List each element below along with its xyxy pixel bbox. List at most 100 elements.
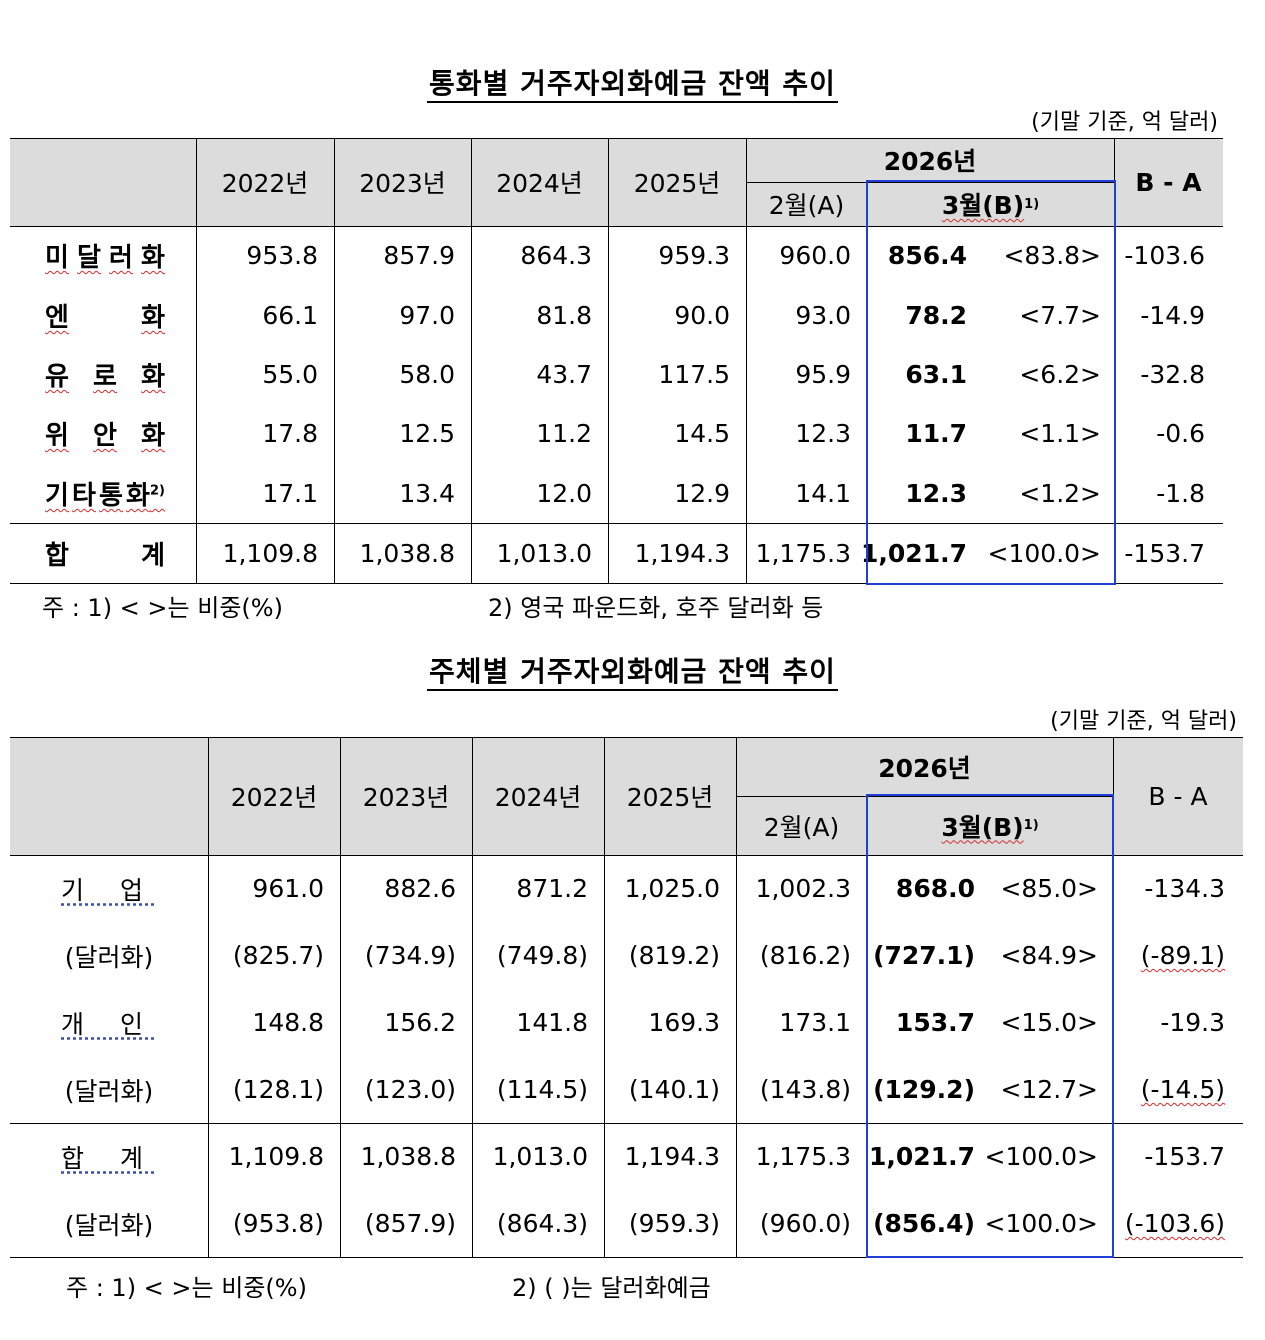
column-rule bbox=[196, 138, 197, 583]
diff-cell: -134.3 bbox=[1113, 855, 1225, 922]
mar-value-cell: 868.0 bbox=[895, 874, 975, 903]
value-cell: 1,038.8 bbox=[359, 538, 455, 568]
table-rule bbox=[10, 737, 1243, 738]
column-rule bbox=[608, 138, 609, 583]
value-cell: 17.1 bbox=[262, 479, 318, 508]
value-cell: 12.9 bbox=[674, 479, 730, 508]
diff-cell: (-14.5) bbox=[1113, 1056, 1225, 1123]
column-rule bbox=[340, 737, 341, 1257]
table-rule bbox=[10, 138, 1223, 139]
row-label-char: 통 bbox=[99, 481, 123, 511]
column-rule bbox=[746, 138, 747, 583]
note-1: 주 : 1) < >는 비중(%) bbox=[42, 594, 283, 622]
share-cell: <7.7> bbox=[1019, 301, 1101, 330]
value-cell: (140.1) bbox=[628, 1075, 720, 1104]
value-cell: 1,013.0 bbox=[496, 538, 592, 568]
row-label-char: 타 bbox=[72, 481, 96, 511]
value-cell: (864.3) bbox=[496, 1209, 588, 1238]
share-cell: <100.0> bbox=[984, 1209, 1098, 1238]
row-label-char: 미 bbox=[45, 243, 69, 273]
mar-value-cell: 1,021.7 bbox=[869, 1142, 975, 1171]
value-cell: (734.9) bbox=[364, 941, 456, 970]
footnote-marker: 1) bbox=[1023, 818, 1039, 833]
row-label: (달러화) bbox=[10, 1190, 208, 1257]
mar-header: 3월(B) 1) bbox=[867, 182, 1114, 226]
value-cell: 14.5 bbox=[674, 419, 730, 448]
year-2026-header: 2026년 bbox=[883, 147, 977, 176]
mar-value-cell: 856.4 bbox=[887, 241, 967, 270]
diff-cell: -19.3 bbox=[1113, 989, 1225, 1056]
share-cell: <12.7> bbox=[1000, 1075, 1098, 1104]
column-rule bbox=[604, 737, 605, 1257]
highlight-box bbox=[866, 794, 1114, 1258]
mar-header: 3월(B) 1) bbox=[867, 796, 1113, 855]
value-cell: 43.7 bbox=[536, 360, 592, 389]
note-2: 2) 영국 파운드화, 호주 달러화 등 bbox=[488, 594, 824, 622]
value-cell: 55.0 bbox=[262, 360, 318, 389]
mar-value-cell: 153.7 bbox=[895, 1008, 975, 1037]
year-2026-header: 2026년 bbox=[878, 753, 971, 783]
diff-value: -134.3 bbox=[1144, 874, 1225, 903]
row-label-char: 달 bbox=[77, 243, 101, 273]
diff-value: -153.7 bbox=[1144, 1142, 1225, 1171]
value-cell: 1,025.0 bbox=[624, 874, 720, 903]
value-cell: 959.3 bbox=[658, 241, 730, 270]
row-label-text: 기 업 bbox=[61, 875, 157, 905]
value-cell: 1,013.0 bbox=[492, 1142, 588, 1171]
row-label-char: 화 bbox=[141, 421, 165, 451]
mar-value-cell: (727.1) bbox=[873, 941, 975, 970]
value-cell: 871.2 bbox=[516, 874, 588, 903]
value-cell: 1,109.8 bbox=[228, 1142, 324, 1171]
value-cell: 1,175.3 bbox=[755, 538, 851, 568]
share-cell: <15.0> bbox=[1000, 1008, 1098, 1037]
value-cell: 961.0 bbox=[252, 874, 324, 903]
column-rule bbox=[208, 737, 209, 1257]
value-cell: 93.0 bbox=[795, 301, 851, 330]
value-cell: 1,194.3 bbox=[634, 538, 730, 568]
value-cell: 97.0 bbox=[399, 301, 455, 330]
value-cell: 173.1 bbox=[779, 1008, 851, 1037]
value-cell: (114.5) bbox=[496, 1075, 588, 1104]
value-cell: 11.2 bbox=[536, 419, 592, 448]
row-label-char: 러 bbox=[109, 243, 133, 273]
diff-cell: -32.8 bbox=[1140, 360, 1205, 389]
row-label: 개 인 bbox=[10, 989, 208, 1056]
feb-header: 2월(A) bbox=[768, 191, 845, 220]
mar-value-cell: 12.3 bbox=[905, 479, 967, 508]
row-label-char: 화 bbox=[141, 243, 165, 273]
value-cell: (143.8) bbox=[759, 1075, 851, 1104]
value-cell: (953.8) bbox=[232, 1209, 324, 1238]
row-label-char: 화 bbox=[141, 303, 165, 333]
diff-cell: (-89.1) bbox=[1113, 922, 1225, 989]
year-header: 2025년 bbox=[626, 783, 714, 812]
value-cell: 169.3 bbox=[648, 1008, 720, 1037]
row-label: (달러화) bbox=[10, 1056, 208, 1123]
column-rule bbox=[471, 138, 472, 583]
footnote-marker: 2) bbox=[149, 483, 165, 499]
value-cell: 1,175.3 bbox=[755, 1142, 851, 1171]
value-cell: 12.0 bbox=[536, 479, 592, 508]
row-label-text: (달러화) bbox=[64, 1076, 154, 1106]
row-label-char: 기 bbox=[45, 481, 69, 511]
value-cell: 12.5 bbox=[399, 419, 455, 448]
value-cell: 58.0 bbox=[399, 360, 455, 389]
value-cell: (825.7) bbox=[232, 941, 324, 970]
share-cell: <100.0> bbox=[987, 538, 1101, 568]
value-cell: 864.3 bbox=[520, 241, 592, 270]
diff-cell: -153.7 bbox=[1113, 1123, 1225, 1190]
row-label-char: 위 bbox=[45, 421, 69, 451]
diff-cell: -153.7 bbox=[1124, 538, 1205, 568]
value-cell: (128.1) bbox=[232, 1075, 324, 1104]
diff-value: (-103.6) bbox=[1124, 1209, 1225, 1238]
value-cell: 12.3 bbox=[795, 419, 851, 448]
share-cell: <100.0> bbox=[984, 1142, 1098, 1171]
highlight-box bbox=[866, 180, 1116, 585]
mar-value-cell: 78.2 bbox=[905, 301, 967, 330]
value-cell: 1,002.3 bbox=[755, 874, 851, 903]
diff-cell: -0.6 bbox=[1156, 419, 1205, 448]
feb-header: 2월(A) bbox=[763, 812, 840, 842]
mar-value-cell: 1,021.7 bbox=[861, 538, 967, 568]
year-header: 2024년 bbox=[494, 783, 582, 812]
